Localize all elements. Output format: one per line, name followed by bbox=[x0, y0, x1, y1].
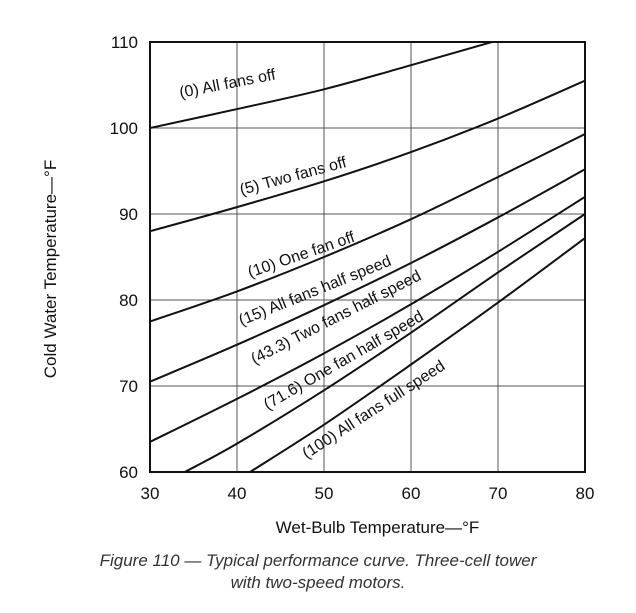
y-axis-label: Cold Water Temperature—°F bbox=[41, 160, 60, 378]
y-tick-label: 100 bbox=[110, 119, 138, 138]
curve-label-0: (0) All fans off bbox=[178, 66, 278, 101]
curve-line-1 bbox=[150, 79, 585, 233]
curve-line-4 bbox=[150, 195, 585, 443]
x-tick-label: 70 bbox=[489, 484, 508, 503]
curves bbox=[150, 42, 585, 472]
x-tick-label: 30 bbox=[141, 484, 160, 503]
x-axis-label: Wet-Bulb Temperature—°F bbox=[276, 518, 480, 537]
x-tick-label: 50 bbox=[315, 484, 334, 503]
figure-caption-line2: with two-speed motors. bbox=[230, 573, 406, 592]
x-tick-label: 80 bbox=[576, 484, 595, 503]
y-ticks: 60 70 80 90 100 110 bbox=[110, 33, 138, 482]
y-tick-label: 110 bbox=[111, 33, 138, 52]
figure-caption-line1: Figure 110 — Typical performance curve. … bbox=[99, 551, 537, 570]
y-tick-label: 90 bbox=[119, 205, 138, 224]
y-tick-label: 80 bbox=[119, 291, 138, 310]
plot-frame bbox=[149, 41, 586, 473]
curve-line-3 bbox=[150, 168, 585, 383]
performance-chart: 30 40 50 60 70 80 60 70 80 90 100 110 Wet-Bulb Tem… bbox=[41, 33, 595, 537]
x-tick-label: 60 bbox=[402, 484, 421, 503]
x-tick-label: 40 bbox=[228, 484, 247, 503]
x-ticks: 30 40 50 60 70 80 bbox=[141, 484, 595, 503]
curve-line-2 bbox=[150, 133, 585, 323]
curve-label-1: (5) Two fans off bbox=[238, 154, 349, 199]
curve-line-6 bbox=[249, 237, 585, 472]
curve-line-0 bbox=[150, 42, 496, 129]
curve-line-5 bbox=[184, 213, 585, 472]
y-tick-label: 60 bbox=[119, 463, 138, 482]
y-tick-label: 70 bbox=[119, 377, 138, 396]
